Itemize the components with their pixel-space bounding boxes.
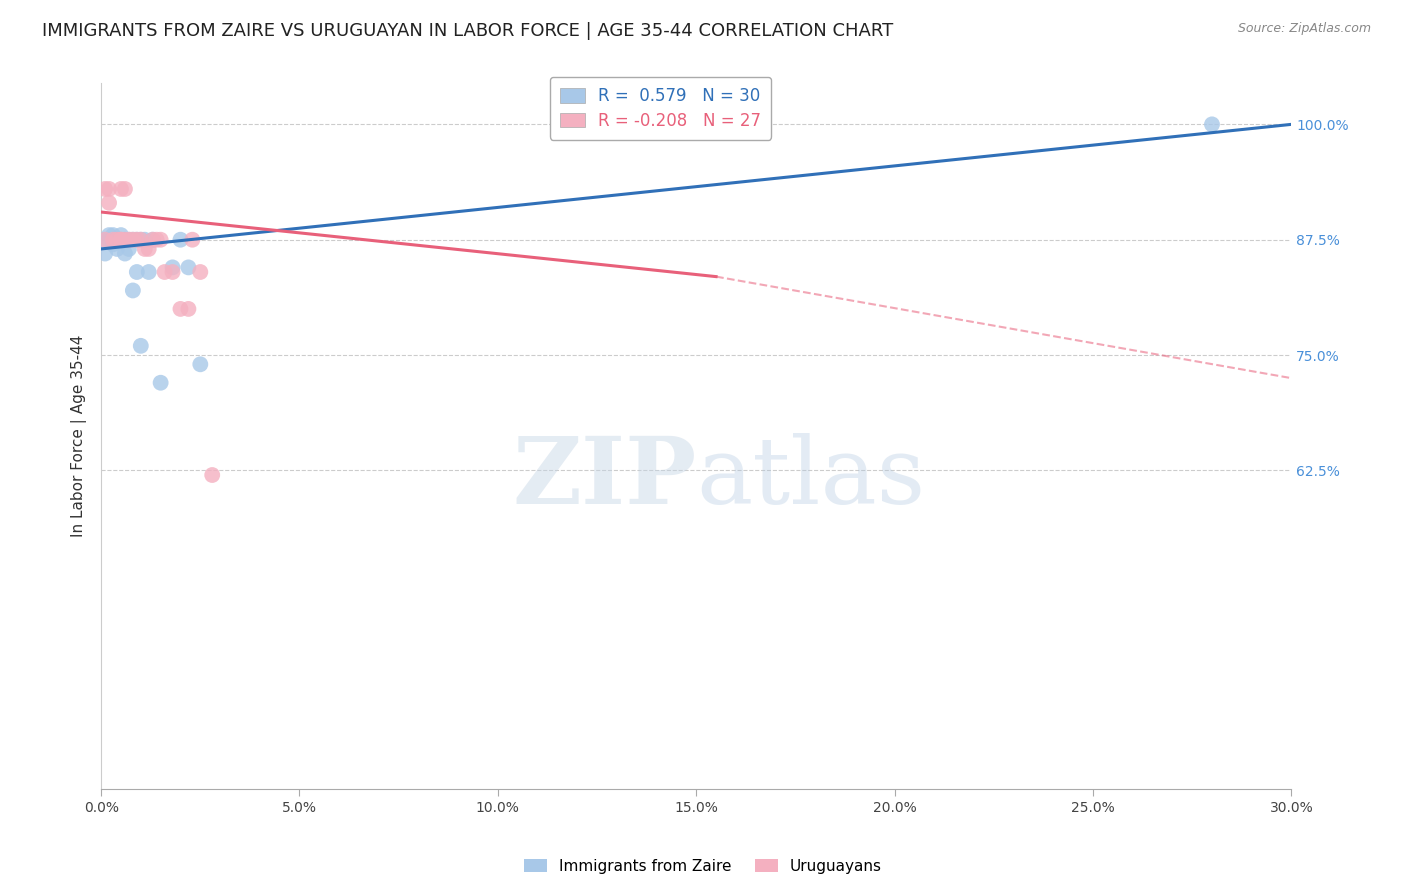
- Point: [181, 233, 204, 247]
- Point: [138, 242, 160, 256]
- Point: [145, 233, 167, 247]
- Point: [98, 195, 121, 210]
- Y-axis label: In Labor Force | Age 35-44: In Labor Force | Age 35-44: [72, 334, 87, 537]
- Point: [105, 242, 128, 256]
- Point: [162, 265, 184, 279]
- Point: [94, 233, 117, 247]
- Point: [101, 228, 124, 243]
- Text: Source: ZipAtlas.com: Source: ZipAtlas.com: [1237, 22, 1371, 36]
- Point: [129, 233, 152, 247]
- Point: [122, 233, 145, 247]
- Point: [129, 233, 152, 247]
- Point: [188, 265, 211, 279]
- Point: [101, 233, 124, 247]
- Text: ZIP: ZIP: [512, 434, 696, 523]
- Point: [101, 233, 124, 247]
- Legend: R =  0.579   N = 30, R = -0.208   N = 27: R = 0.579 N = 30, R = -0.208 N = 27: [550, 77, 772, 140]
- Point: [129, 339, 152, 353]
- Point: [110, 182, 132, 196]
- Point: [134, 233, 156, 247]
- Point: [122, 284, 145, 298]
- Point: [125, 265, 148, 279]
- Point: [149, 233, 172, 247]
- Point: [142, 233, 165, 247]
- Point: [105, 233, 128, 247]
- Point: [153, 265, 176, 279]
- Point: [98, 228, 121, 243]
- Point: [110, 233, 132, 247]
- Text: atlas: atlas: [696, 434, 925, 523]
- Point: [94, 182, 117, 196]
- Point: [169, 301, 191, 316]
- Point: [118, 233, 141, 247]
- Point: [188, 357, 211, 371]
- Point: [177, 260, 200, 275]
- Point: [169, 233, 191, 247]
- Point: [125, 233, 148, 247]
- Point: [177, 301, 200, 316]
- Legend: Immigrants from Zaire, Uruguayans: Immigrants from Zaire, Uruguayans: [517, 853, 889, 880]
- Point: [134, 242, 156, 256]
- Point: [114, 233, 136, 247]
- Point: [114, 182, 136, 196]
- Point: [162, 260, 184, 275]
- Point: [149, 376, 172, 390]
- Point: [110, 228, 132, 243]
- Point: [110, 233, 132, 247]
- Point: [98, 233, 121, 247]
- Point: [94, 246, 117, 260]
- Point: [110, 233, 132, 247]
- Point: [118, 242, 141, 256]
- Point: [142, 233, 165, 247]
- Point: [114, 233, 136, 247]
- Point: [101, 237, 124, 252]
- Point: [114, 246, 136, 260]
- Point: [1201, 117, 1223, 131]
- Point: [201, 468, 224, 483]
- Point: [122, 233, 145, 247]
- Point: [118, 233, 141, 247]
- Point: [105, 233, 128, 247]
- Point: [98, 182, 121, 196]
- Point: [138, 265, 160, 279]
- Point: [94, 233, 117, 247]
- Point: [125, 233, 148, 247]
- Text: IMMIGRANTS FROM ZAIRE VS URUGUAYAN IN LABOR FORCE | AGE 35-44 CORRELATION CHART: IMMIGRANTS FROM ZAIRE VS URUGUAYAN IN LA…: [42, 22, 893, 40]
